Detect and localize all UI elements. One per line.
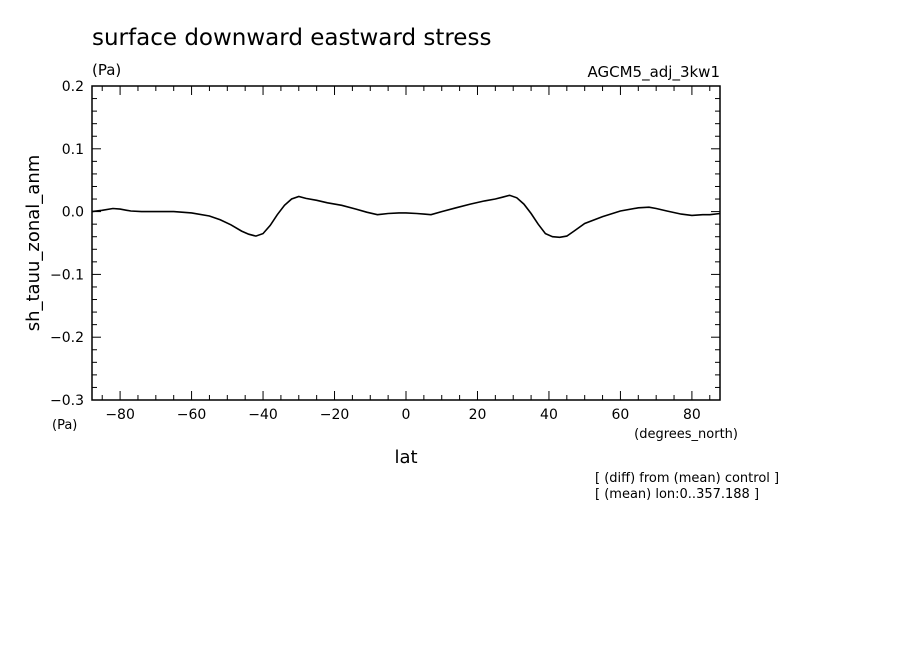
note-line-2: [ (mean) lon:0..357.188 ] [595,487,759,502]
x-axis-label: lat [394,447,417,468]
x-tick-label: −80 [105,407,135,423]
note-line-1: [ (diff) from (mean) control ] [595,471,779,486]
x-tick-label: −60 [177,407,207,423]
y-tick-label: 0.1 [62,142,84,158]
x-axis-units: (degrees_north) [634,427,738,442]
x-tick-label: 20 [469,407,487,423]
y-tick-label: −0.1 [50,267,84,283]
x-tick-label: 0 [402,407,411,423]
y-axis-tick-labels: 0.2 0.1 0.0 −0.1 −0.2 −0.3 [50,79,84,409]
y-axis-ticks [92,85,720,401]
x-tick-label: 80 [683,407,701,423]
chart-title: surface downward eastward stress [92,25,491,51]
x-tick-label: 40 [540,407,558,423]
series-line [91,194,721,239]
y-axis-units: (Pa) [52,418,77,433]
title-units: (Pa) [92,61,121,79]
y-tick-label: −0.2 [50,330,84,346]
plot-frame [91,85,721,401]
x-tick-label: −40 [248,407,278,423]
x-axis-tick-labels: −80 −60 −40 −20 0 20 40 60 80 [105,407,701,423]
y-axis-label: sh_tauu_zonal_anm [23,155,44,332]
x-tick-label: −20 [320,407,350,423]
y-tick-label: 0.0 [62,205,84,221]
x-axis-ticks [101,86,711,400]
y-tick-label: 0.2 [62,79,84,95]
dataset-label: AGCM5_adj_3kw1 [587,63,720,82]
y-tick-label: −0.3 [50,393,84,409]
x-tick-label: 60 [612,407,630,423]
